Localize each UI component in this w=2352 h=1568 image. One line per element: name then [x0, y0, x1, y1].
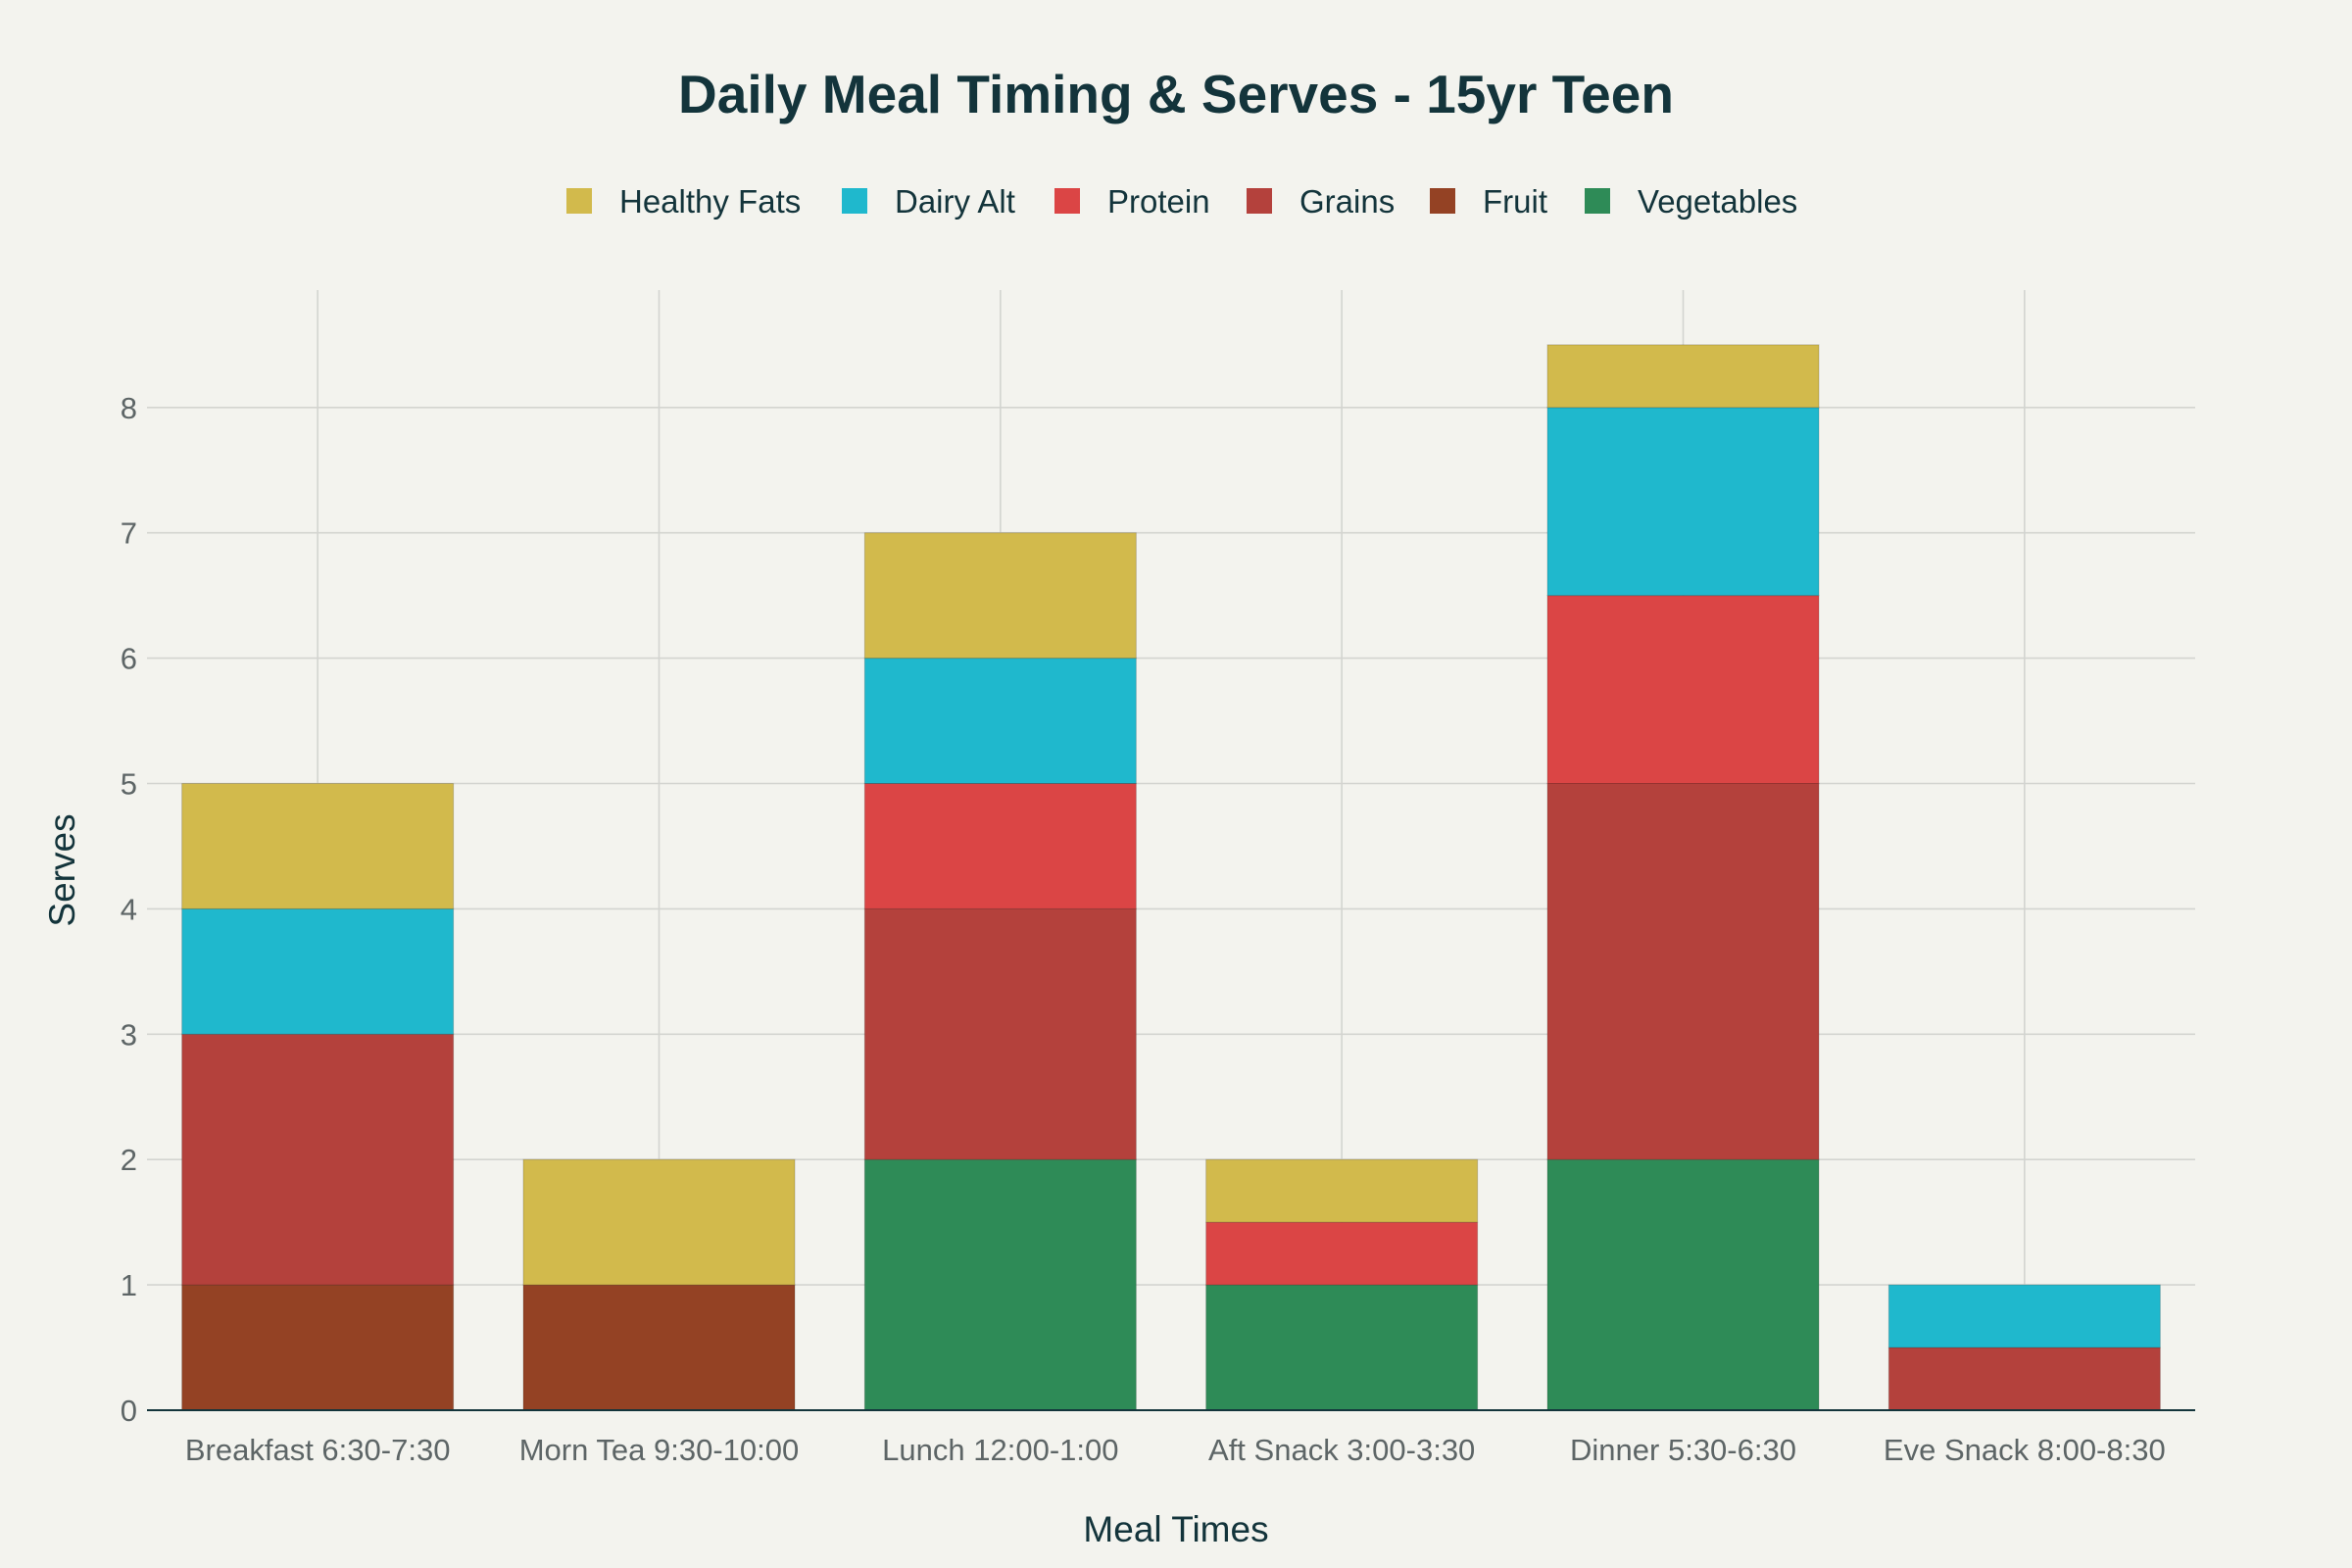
bar-segment-healthy-fats	[863, 532, 1137, 660]
y-tick-label: 1	[121, 1268, 137, 1302]
x-tick-label: Aft Snack 3:00-3:30	[1208, 1433, 1475, 1467]
y-tick-label: 3	[121, 1017, 137, 1052]
bar-segment-healthy-fats	[1546, 344, 1820, 409]
y-axis-title: Serves	[42, 813, 82, 926]
tick-labels: 0 1 2 3 4 5 6 7 8 Breakfast 6:30-7:30 Morn Tea 9:3…	[121, 391, 2166, 1467]
bar-segment-grains	[1887, 1347, 2161, 1411]
y-tick-label: 5	[121, 767, 137, 802]
bar-segment-fruit	[522, 1284, 796, 1411]
x-tick-label: Eve Snack 8:00-8:30	[1884, 1433, 2166, 1467]
x-tick-label: Dinner 5:30-6:30	[1570, 1433, 1796, 1467]
bar-segment-dairy-alt	[181, 907, 455, 1035]
bar-segment-protein	[863, 783, 1137, 909]
bar-segment-grains	[181, 1033, 455, 1286]
bar-segment-fruit	[181, 1284, 455, 1411]
y-tick-label: 8	[121, 391, 137, 425]
y-tick-label: 2	[121, 1143, 137, 1177]
grid	[147, 290, 2195, 1410]
bar-segment-vegetables	[1205, 1284, 1479, 1411]
bar-segment-healthy-fats	[181, 783, 455, 909]
y-tick-label: 7	[121, 516, 137, 551]
legend-swatch	[842, 188, 867, 214]
legend-label: Fruit	[1483, 183, 1547, 220]
legend: Healthy Fats Dairy Alt Protein Grains Fruit V…	[566, 183, 1797, 220]
bar-segment-dairy-alt	[1546, 407, 1820, 597]
legend-swatch	[1054, 188, 1080, 214]
legend-swatch	[566, 188, 592, 214]
bar-segment-dairy-alt	[1887, 1284, 2161, 1348]
legend-swatch	[1247, 188, 1272, 214]
y-tick-label: 0	[121, 1394, 137, 1428]
legend-label: Dairy Alt	[895, 183, 1015, 220]
chart-title: Daily Meal Timing & Serves - 15yr Teen	[678, 64, 1674, 124]
bar-segment-protein	[1205, 1221, 1479, 1286]
bar-segment-vegetables	[863, 1158, 1137, 1411]
bars	[181, 344, 2161, 1411]
legend-label: Grains	[1299, 183, 1395, 220]
x-tick-label: Morn Tea 9:30-10:00	[519, 1433, 800, 1467]
y-tick-label: 6	[121, 642, 137, 676]
bar-segment-grains	[863, 907, 1137, 1160]
legend-swatch	[1585, 188, 1610, 214]
legend-label: Healthy Fats	[619, 183, 801, 220]
bar-segment-protein	[1546, 595, 1820, 785]
x-tick-label: Lunch 12:00-1:00	[882, 1433, 1118, 1467]
x-tick-label: Breakfast 6:30-7:30	[185, 1433, 451, 1467]
bar-segment-vegetables	[1546, 1158, 1820, 1411]
bar-segment-healthy-fats	[522, 1158, 796, 1286]
legend-swatch	[1430, 188, 1455, 214]
legend-label: Protein	[1107, 183, 1210, 220]
bar-segment-grains	[1546, 783, 1820, 1160]
y-tick-label: 4	[121, 892, 137, 926]
legend-label: Vegetables	[1638, 183, 1797, 220]
x-axis-title: Meal Times	[1083, 1509, 1268, 1549]
bar-segment-healthy-fats	[1205, 1158, 1479, 1223]
bar-segment-dairy-alt	[863, 658, 1137, 784]
